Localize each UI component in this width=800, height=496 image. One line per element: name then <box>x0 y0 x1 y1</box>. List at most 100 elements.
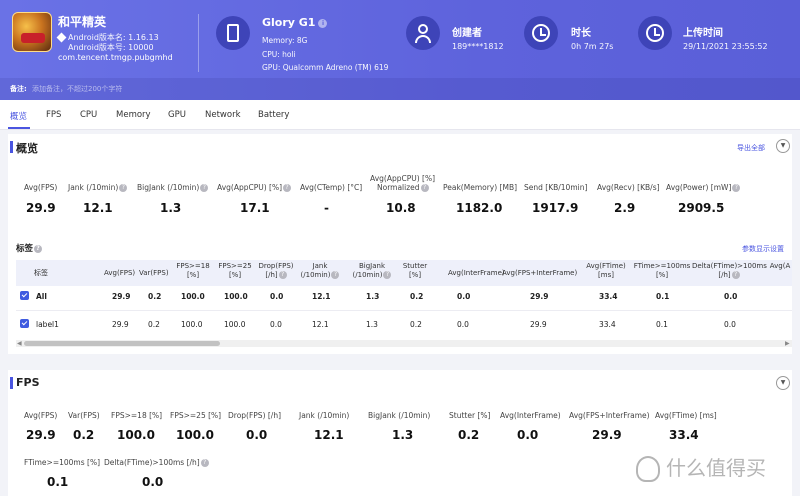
column-header: FPS>=18 [%] <box>176 262 210 279</box>
table-cell: 12.1 <box>312 320 329 329</box>
overview-stat-label: Avg(AppCPU) [%]? <box>217 183 292 192</box>
overview-stat-label: Avg(FPS) <box>24 183 58 192</box>
help-icon[interactable]: ? <box>383 271 392 279</box>
help-icon[interactable]: ? <box>283 184 292 192</box>
overview-stat-label: Avg(Power) [mW]? <box>666 183 741 192</box>
fps-stat-value: 0.2 <box>458 428 480 442</box>
fps-stat-label: Avg(FPS+InterFrame) <box>569 411 650 420</box>
overview-stat-value: 10.8 <box>386 201 416 215</box>
help-icon[interactable]: ? <box>200 459 209 467</box>
app-package: com.tencent.tmgp.pubgmhd <box>58 53 173 62</box>
table-cell: 0.0 <box>724 320 736 329</box>
note-bar[interactable] <box>0 78 800 100</box>
overview-stat-value: 29.9 <box>26 201 56 215</box>
overview-stat-label: Jank (/10min)? <box>68 183 128 192</box>
help-icon[interactable]: ? <box>119 184 128 192</box>
overview-card <box>8 134 792 354</box>
tab-fps[interactable]: FPS <box>46 110 62 120</box>
table-cell: 100.0 <box>224 320 246 329</box>
fps-stat-value: 0.0 <box>142 475 164 489</box>
table-header <box>16 260 792 286</box>
scroll-left-icon[interactable]: ◀ <box>17 340 22 347</box>
app-name: 和平精英 <box>58 15 107 29</box>
table-cell: 29.9 <box>530 292 549 301</box>
overview-stat-value: 1.3 <box>160 201 182 215</box>
overview-title: 概览 <box>16 142 38 155</box>
table-cell: 100.0 <box>181 292 205 301</box>
fps-stat-value: 0.0 <box>246 428 268 442</box>
fps-stat-value: 29.9 <box>592 428 622 442</box>
table-cell: 0.1 <box>656 320 668 329</box>
device-title: Glory G1 i <box>262 16 328 29</box>
table-cell: 0.0 <box>270 292 284 301</box>
game-app-icon <box>12 12 52 52</box>
fps-stat-label: FPS>=18 [%] <box>111 411 163 420</box>
column-header: Var(FPS) <box>139 269 169 277</box>
table-cell: 29.9 <box>530 320 547 329</box>
overview-stat-value: 1182.0 <box>456 201 503 215</box>
column-header: FTime>=100ms [%] <box>633 262 691 279</box>
table-cell: 100.0 <box>181 320 203 329</box>
tab-battery[interactable]: Battery <box>258 110 290 120</box>
column-settings-link[interactable]: 参数显示设置 <box>742 245 784 253</box>
fps-stat-value: 100.0 <box>176 428 214 442</box>
note-label: 备注: <box>10 85 27 93</box>
fps-stat-label: FTime>=100ms [%] <box>24 458 100 467</box>
row-divider <box>16 310 792 311</box>
help-icon[interactable]: ? <box>34 244 43 253</box>
info-icon[interactable]: i <box>318 18 328 28</box>
app-version-name: Android版本名: 1.16.13 <box>68 33 159 42</box>
overview-stat-value: 17.1 <box>240 201 270 215</box>
overview-stat-label2: Normalized? <box>377 183 429 192</box>
help-icon[interactable]: ? <box>331 271 340 279</box>
tab-memory[interactable]: Memory <box>116 110 151 120</box>
fps-stat-label: Jank (/10min) <box>299 411 350 420</box>
fps-stat-value: 33.4 <box>669 428 699 442</box>
user-icon <box>406 16 440 50</box>
note-input[interactable]: 添加备注，不超过200个字符 <box>32 85 123 93</box>
checkbox-checked-icon[interactable] <box>20 319 29 328</box>
header: 和平精英 Android版本名: 1.16.13 Android版本号: 100… <box>0 0 800 100</box>
watermark-text: 什么值得买 <box>666 456 766 480</box>
watermark-logo <box>636 456 660 482</box>
tab-network[interactable]: Network <box>205 110 241 120</box>
table-cell: 0.2 <box>148 292 162 301</box>
fps-stat-value: 29.9 <box>26 428 56 442</box>
column-header: Avg(FPS+InterFrame) <box>502 269 578 277</box>
help-icon[interactable]: ? <box>420 184 429 192</box>
fps-stat-label: Avg(InterFrame) <box>500 411 561 420</box>
overview-stat-label: Avg(Recv) [KB/s] <box>597 183 660 192</box>
overview-stat-value: - <box>324 201 329 215</box>
tab-cpu[interactable]: CPU <box>80 110 98 120</box>
horizontal-scrollbar[interactable] <box>16 340 792 347</box>
chevron-down-icon[interactable]: ▼ <box>776 139 790 153</box>
overview-stat-label: Avg(CTemp) [°C] <box>300 183 363 192</box>
help-icon[interactable]: ? <box>731 271 740 279</box>
help-icon[interactable]: ? <box>278 271 287 279</box>
table-cell: All <box>36 292 47 301</box>
android-icon <box>56 32 67 43</box>
fps-stat-label: Avg(FPS) <box>24 411 58 420</box>
tab-overview[interactable]: 概览 <box>10 112 28 122</box>
fps-stat-value: 0.0 <box>517 428 539 442</box>
fps-card <box>8 370 792 496</box>
table-cell: 0.1 <box>656 292 670 301</box>
scroll-right-icon[interactable]: ▶ <box>785 340 790 347</box>
duration-value: 0h 7m 27s <box>571 42 614 51</box>
column-header: Avg(FPS) <box>104 269 136 277</box>
overview-stat-value: 2909.5 <box>678 201 725 215</box>
fps-stat-label: BigJank (/10min) <box>368 411 431 420</box>
scrollbar-thumb[interactable] <box>24 341 220 346</box>
export-all-link[interactable]: 导出全部 <box>737 144 765 152</box>
fps-stat-label: Var(FPS) <box>68 411 100 420</box>
checkbox-checked-icon[interactable] <box>20 291 29 300</box>
phone-icon <box>216 16 250 50</box>
tab-gpu[interactable]: GPU <box>168 110 186 120</box>
section-marker <box>10 141 13 153</box>
history-icon <box>638 16 672 50</box>
creator-value: 189****1812 <box>452 42 504 51</box>
chevron-down-icon[interactable]: ▼ <box>776 376 790 390</box>
table-cell: 0.2 <box>410 320 422 329</box>
help-icon[interactable]: ? <box>200 184 209 192</box>
help-icon[interactable]: ? <box>732 184 741 192</box>
